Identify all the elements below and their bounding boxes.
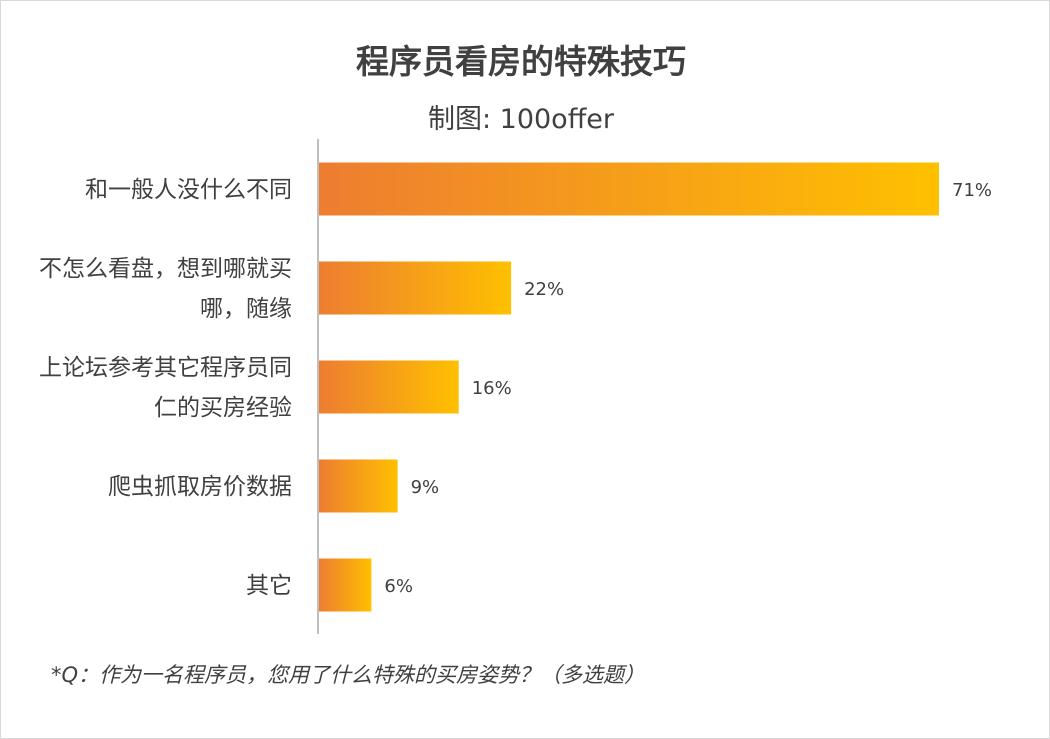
value-label: 16% bbox=[472, 378, 512, 399]
bars-group bbox=[319, 162, 939, 612]
bar bbox=[319, 162, 939, 216]
value-label: 9% bbox=[411, 477, 440, 498]
bar bbox=[319, 459, 398, 513]
value-label: 6% bbox=[384, 576, 413, 597]
chart-subtitle: 制图: 100offer bbox=[427, 104, 615, 135]
category-label: 哪，随缘 bbox=[200, 296, 292, 322]
footnote: *Q：作为一名程序员，您用了什么特殊的买房姿势？（多选题） bbox=[51, 663, 646, 687]
bar bbox=[319, 558, 372, 612]
value-label: 71% bbox=[952, 180, 992, 201]
value-label: 22% bbox=[524, 279, 564, 300]
category-label: 上论坛参考其它程序员同 bbox=[39, 355, 292, 381]
category-label: 其它 bbox=[246, 573, 292, 599]
category-label: 和一般人没什么不同 bbox=[85, 177, 292, 203]
bar bbox=[319, 360, 459, 414]
category-label: 不怎么看盘，想到哪就买 bbox=[39, 256, 292, 282]
category-label: 仁的买房经验 bbox=[154, 395, 292, 421]
bar bbox=[319, 261, 512, 315]
category-label: 爬虫抓取房价数据 bbox=[108, 474, 292, 500]
chart-title: 程序员看房的特殊技巧 bbox=[356, 42, 686, 81]
